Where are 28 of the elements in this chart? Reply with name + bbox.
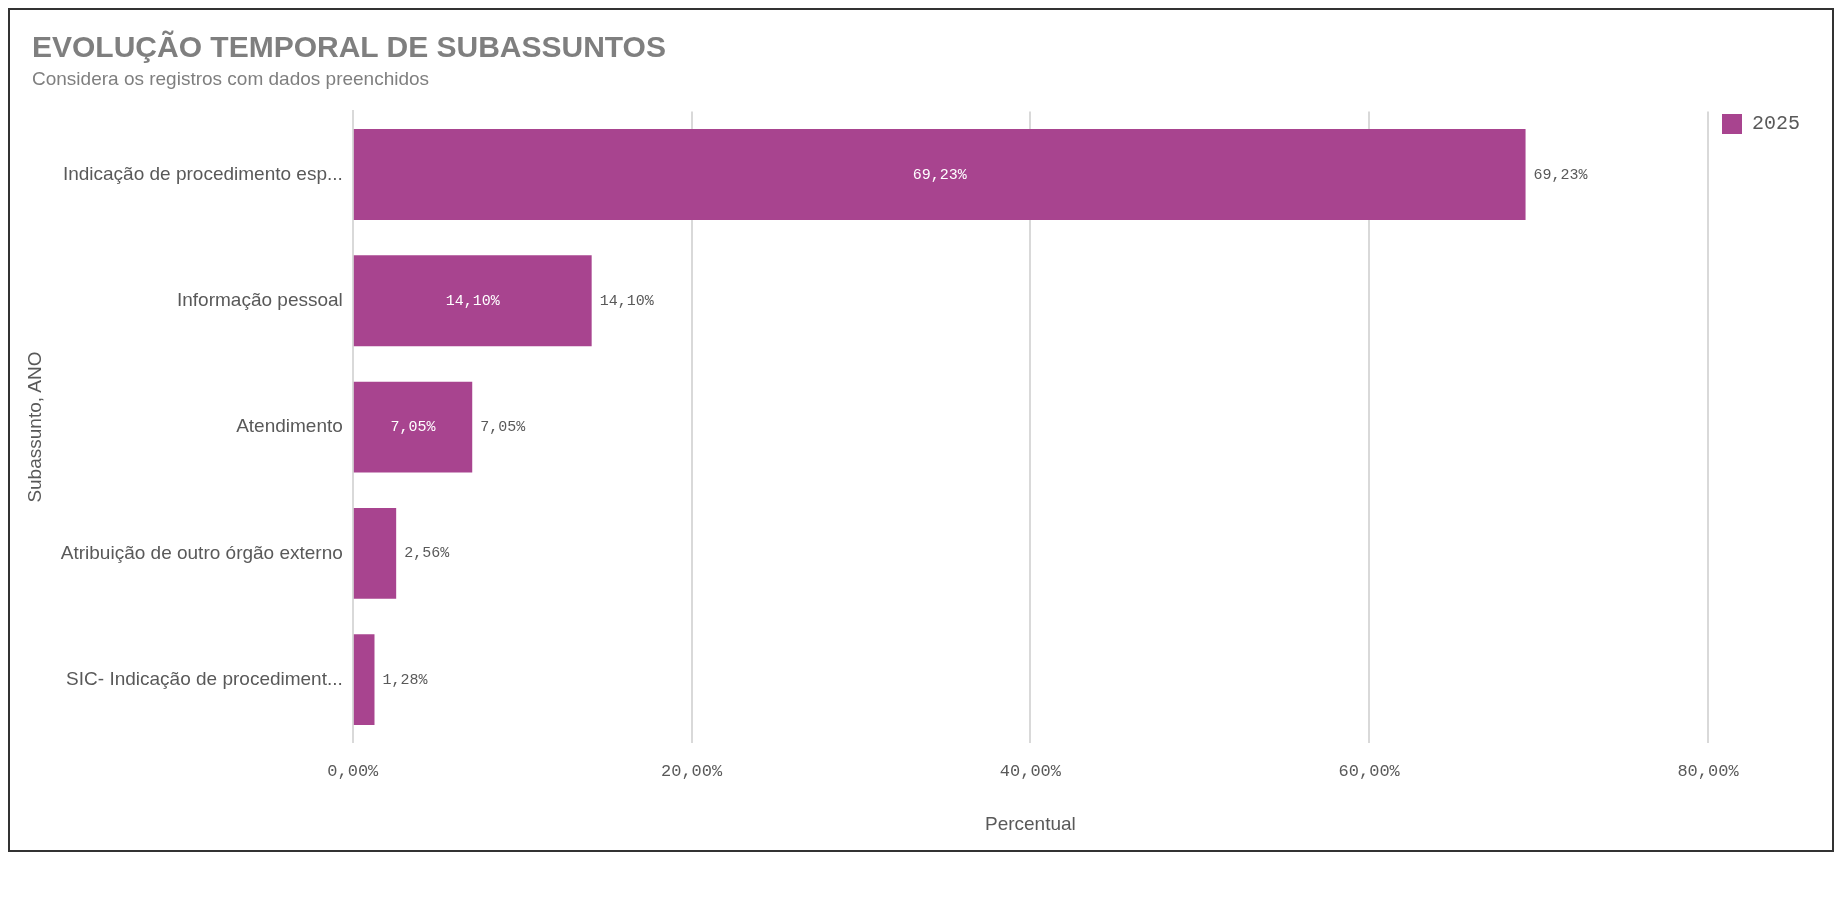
chart-title: EVOLUÇÃO TEMPORAL DE SUBASSUNTOS <box>32 30 667 64</box>
text: 14,10% <box>445 292 500 310</box>
x-axis-title: Percentual <box>984 812 1076 834</box>
y-tick-label: Atendimento <box>236 415 343 437</box>
data-label: 7,05% <box>390 419 437 437</box>
data-label: 1,28% <box>382 671 429 689</box>
data-label: 69,23% <box>1533 166 1589 184</box>
y-axis-title: Subassunto, ANO <box>23 351 45 503</box>
y-tick-label: Indicação de procedimento esp... <box>62 162 343 184</box>
bar <box>353 381 473 473</box>
data-label: 2,56% <box>404 545 451 563</box>
text: 7,05% <box>480 419 526 437</box>
bar <box>353 507 397 599</box>
bar <box>353 634 375 726</box>
data-label: 14,10% <box>599 292 655 310</box>
x-tick-label: 60,00% <box>1338 761 1401 781</box>
chart-subtitle: Considera os registros com dados preenchidos <box>32 68 431 90</box>
y-tick-label: Informação pessoal <box>176 289 343 311</box>
bar <box>353 129 1526 220</box>
x-tick-label: 40,00% <box>999 761 1062 781</box>
y-tick-label: Atribuição de outro órgão externo <box>60 541 343 563</box>
bar <box>353 255 592 347</box>
y-tick-label: SIC- Indicação de procediment... <box>66 667 343 689</box>
legend-label: 2025 <box>1751 112 1801 136</box>
x-tick-label: 20,00% <box>661 761 724 781</box>
x-tick-label: 80,00% <box>1677 761 1740 781</box>
x-tick-label: 0,00% <box>327 761 380 781</box>
text: 69,23% <box>912 166 967 184</box>
